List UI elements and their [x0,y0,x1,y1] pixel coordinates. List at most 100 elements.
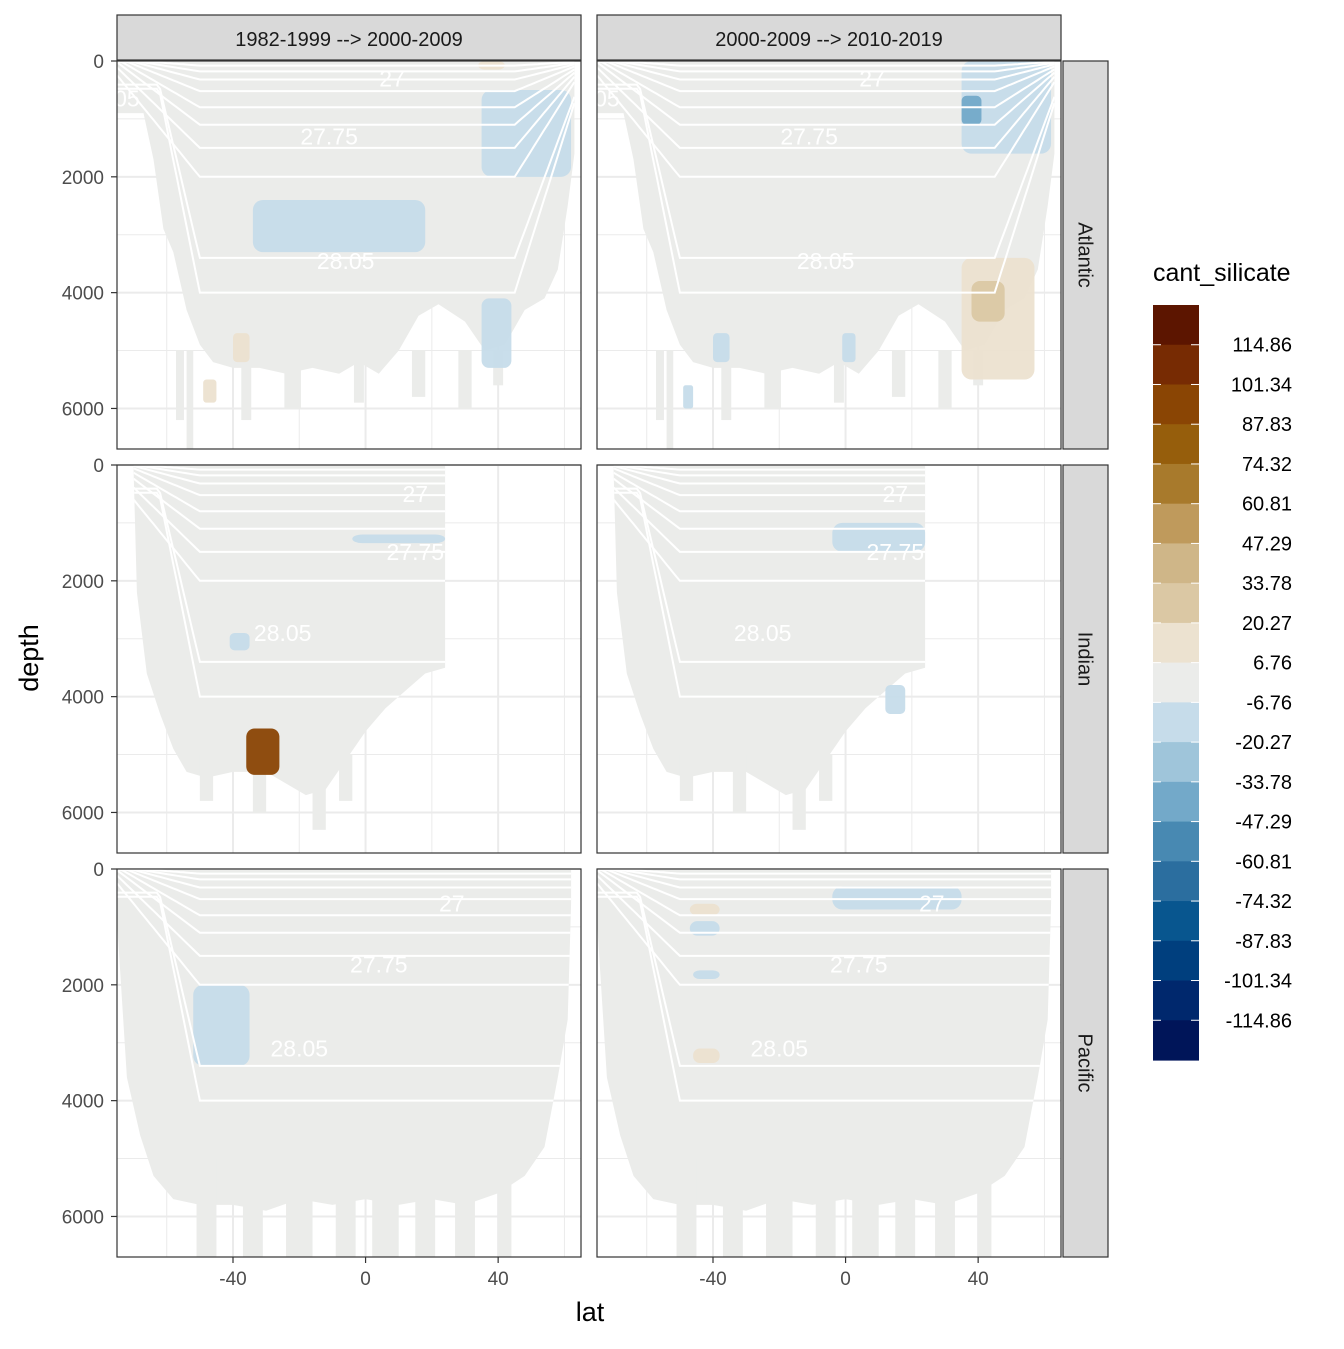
anomaly-patch [713,333,730,363]
ocean-trench [242,1158,263,1257]
anomaly-patch [689,903,720,916]
isopycnal-line [597,87,1055,294]
y-tick-label: 2000 [62,168,104,189]
ocean-trench [284,350,301,409]
contour-label: 27.75 [350,952,408,978]
legend-swatch [1153,463,1199,505]
isopycnal-line [613,487,926,663]
y-tick-label: 6000 [62,399,104,420]
isopycnal-line [117,869,572,889]
panel-border [596,60,1062,450]
isopycnal-line [133,465,446,471]
legend-swatch [1153,424,1199,465]
legend-label: 47.29 [1242,533,1292,555]
ocean-trench [175,350,184,421]
anomaly-patch [233,333,250,363]
x-tick-label: 40 [968,1269,989,1290]
isopycnal-line [133,467,446,497]
ocean-trench [766,1158,793,1257]
color-legend: cant_silicate 114.86 101.34 87.83 74.32 60.8… [1153,259,1292,1061]
y-tick-label: 4000 [62,284,104,305]
legend-swatch [1153,662,1199,703]
isopycnal-line [117,83,575,259]
isopycnal-line [613,465,926,485]
ocean-trench [666,350,674,449]
ocean-trench [458,350,472,409]
isopycnal-line [597,882,1052,986]
isopycnal-line [117,891,572,1067]
ocean-trench [852,1158,879,1257]
x-tick-label: 0 [360,1269,371,1290]
isopycnal-line [117,61,575,126]
legend-swatch [1153,622,1199,664]
isopycnal-line [133,465,446,477]
isopycnal-line [597,61,1055,73]
y-tick-label: 4000 [62,688,104,709]
contour-label: 28.05 [734,620,792,646]
contour-label: 27 [439,891,465,917]
isopycnal-line [613,465,926,477]
panel-border [116,868,582,1258]
panel-border [596,464,1062,854]
ocean-trench [732,754,747,813]
anomaly-patch [961,95,982,125]
ocean-field [597,61,1055,374]
legend-label: 101.34 [1231,374,1292,396]
ocean-trench [895,1158,916,1257]
isopycnal-line [613,498,926,582]
legend-swatch [1153,583,1199,624]
panel-border [116,464,582,854]
isopycnal-line [597,869,1052,881]
ocean-trench [372,1158,399,1257]
anomaly-patch [693,970,720,980]
y-tick-label: 6000 [62,803,104,824]
y-tick-label: 4000 [62,1092,104,1113]
contour-label: 27.75 [387,539,445,565]
legend-swatch [1153,702,1199,743]
isopycnal-line [117,66,575,149]
contour-label: 27.75 [830,952,888,978]
ocean-trench [978,1158,992,1257]
isopycnal-line [597,61,1055,93]
column-strip-2: 2000-2009 --> 2010-2019 [596,14,1062,61]
legend-label: 74.32 [1242,454,1292,476]
y-tick-label: 0 [93,52,104,73]
isopycnal-line [117,87,575,294]
legend-label: 60.81 [1242,494,1292,516]
isopycnal-line [597,61,1055,81]
isopycnal-line [117,74,575,178]
isopycnal-line [117,895,572,1102]
contour-label: 27 [882,481,908,507]
ocean-field [117,869,572,1211]
ocean-trench [655,350,664,421]
contour-label: 28.05 [797,248,855,274]
isopycnal-line [597,891,1052,1067]
contour-label: 27 [859,65,885,91]
ocean-trench [679,754,694,801]
anomaly-patch [842,333,856,363]
ocean-trench [722,1158,743,1257]
legend-swatch [1153,742,1199,783]
legend-label: -20.27 [1235,732,1292,754]
row-strip-pacific: Pacific [1062,868,1109,1258]
facet-panel-pacific-1: 27 27.75 28.05 0 2000 4000 6000 -40 0 40 [62,860,582,1290]
legend-swatch [1153,503,1199,545]
contour-label: 27 [379,65,405,91]
isopycnal-line [597,61,1055,109]
isopycnal-line [613,465,926,471]
ocean-trench [764,350,781,409]
isopycnal-line [133,487,446,663]
contour-label: 05 [114,86,140,112]
ocean-trench [891,350,906,397]
isopycnal-line [117,61,575,67]
isopycnal-lines [133,465,446,698]
legend-label: -74.32 [1235,891,1292,913]
anomaly-patch [252,199,426,253]
row-strip-indian: Indian [1062,464,1109,854]
column-strip-label: 2000-2009 --> 2010-2019 [715,29,942,51]
isopycnal-line [597,74,1055,178]
ocean-trench [353,350,364,403]
anomaly-patch [885,685,906,715]
contour-label: 27 [402,481,428,507]
isopycnal-line [613,491,926,698]
